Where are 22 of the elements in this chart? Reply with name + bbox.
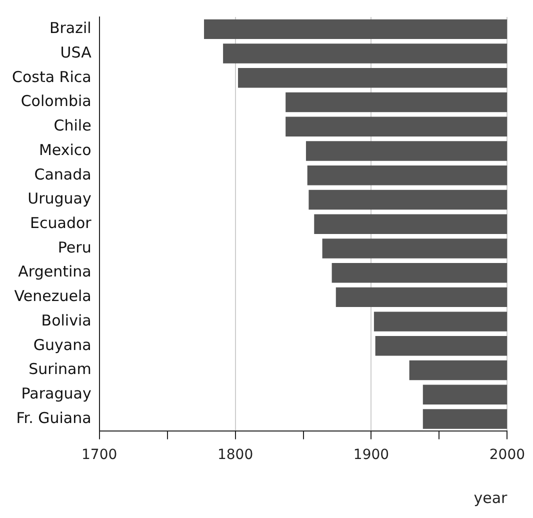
y-tick-label: Costa Rica <box>12 68 92 86</box>
x-tick-label: 1800 <box>217 447 254 464</box>
y-tick-label: Uruguay <box>28 190 92 208</box>
x-tick-label: 2000 <box>489 447 526 464</box>
y-tick-label: Bolivia <box>41 311 92 330</box>
y-tick-label: Ecuador <box>30 214 92 232</box>
y-tick-label: Surinam <box>28 360 92 378</box>
y-tick-label: Canada <box>34 165 92 184</box>
y-tick-label: USA <box>60 43 92 62</box>
y-tick-label: Paraguay <box>21 384 92 403</box>
y-tick-label: Fr. Guiana <box>16 408 92 427</box>
x-axis-title: year <box>474 488 508 507</box>
y-tick-label: Argentina <box>18 262 92 281</box>
y-tick-label: Peru <box>58 238 92 256</box>
y-tick-label: Mexico <box>38 140 92 159</box>
y-tick-label: Brazil <box>49 19 92 38</box>
y-tick-label: Venezuela <box>14 287 92 306</box>
y-tick-label: Guyana <box>33 336 92 354</box>
x-tick-label: 1900 <box>353 447 390 464</box>
y-tick-label: Colombia <box>20 92 92 110</box>
x-tick-label: 1700 <box>82 447 118 464</box>
y-tick-label: Chile <box>54 116 92 135</box>
